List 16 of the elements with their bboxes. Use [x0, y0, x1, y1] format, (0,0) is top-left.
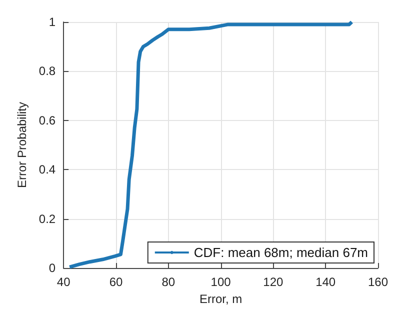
y-tick-label: 0.8 [38, 64, 56, 78]
y-tick-label: 0.2 [38, 212, 56, 226]
legend-label: CDF: mean 68m; median 67m [194, 245, 368, 260]
x-tick-label: 60 [109, 275, 123, 289]
x-tick-label: 40 [56, 275, 71, 289]
y-tick-label: 1 [48, 15, 56, 29]
x-tick-label: 160 [368, 275, 388, 289]
x-tick-label: 100 [210, 275, 232, 289]
x-tick-label: 140 [316, 275, 336, 289]
y-axis-title: Error Probability [15, 102, 29, 188]
y-tick-label: 0 [48, 261, 56, 275]
x-tick-label: 80 [162, 275, 176, 289]
x-tick-label: 120 [263, 275, 284, 289]
y-tick-label: 0.6 [38, 113, 56, 128]
x-axis-title: Error, m [199, 292, 242, 306]
y-tick-label: 0.4 [38, 162, 56, 177]
